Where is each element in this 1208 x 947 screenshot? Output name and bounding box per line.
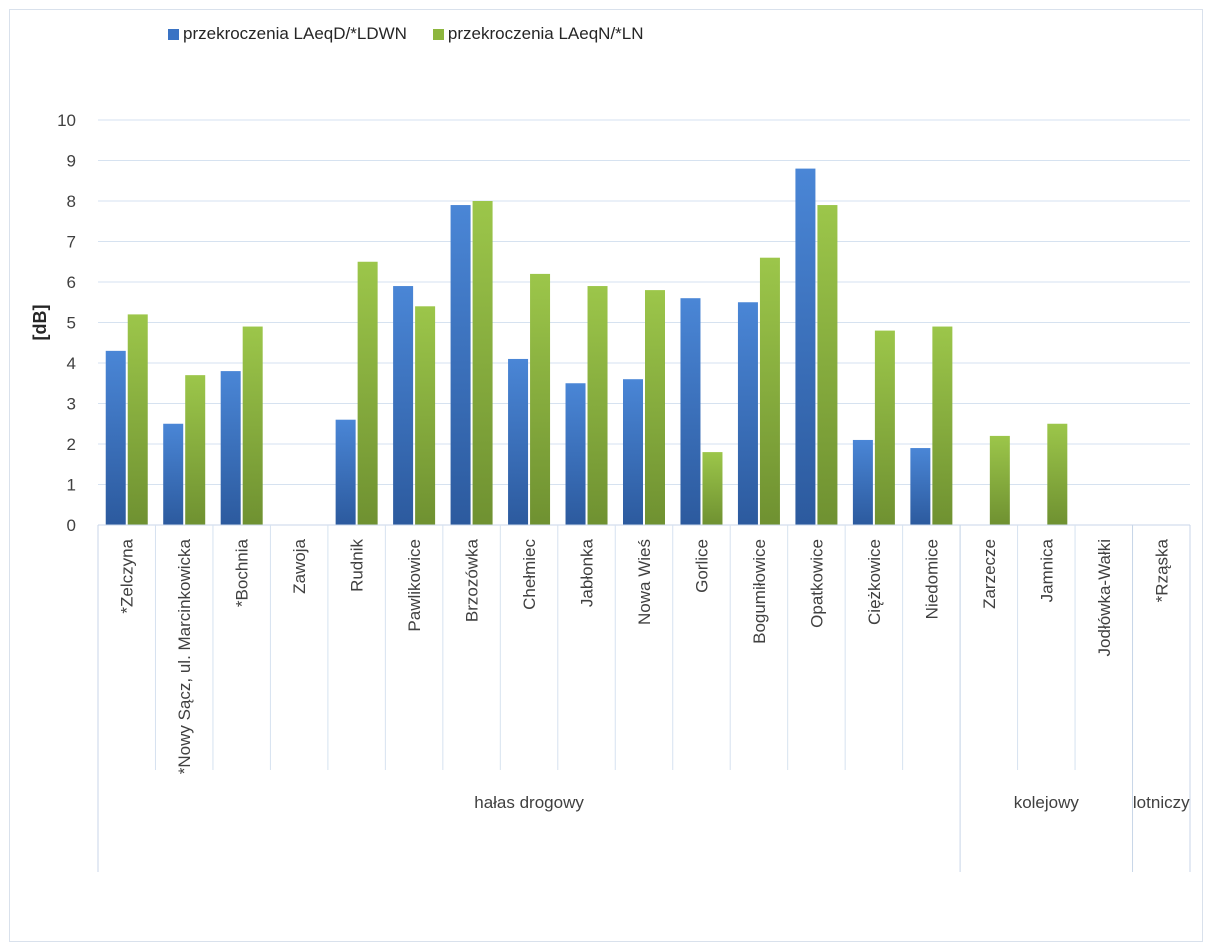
legend: przekroczenia LAeqD/*LDWN przekroczenia …	[168, 24, 670, 44]
bar-laeqn	[989, 435, 1010, 525]
y-tick-label: 6	[67, 273, 76, 292]
x-category-label: *Nowy Sącz, ul. Marcinkowicka	[175, 538, 194, 774]
bar-laeqn	[702, 452, 723, 525]
legend-label-series-1: przekroczenia LAeqD/*LDWN	[183, 24, 407, 43]
y-tick-label: 7	[67, 233, 76, 252]
bar-laeqd	[852, 439, 873, 525]
y-axis-label: [dB]	[30, 305, 50, 341]
legend-label-series-2: przekroczenia LAeqN/*LN	[447, 24, 644, 43]
bar-laeqn	[817, 205, 838, 526]
x-category-label: *Bochnia	[233, 538, 252, 607]
bar-laeqd	[623, 379, 643, 525]
chart-frame	[9, 9, 1203, 942]
legend-swatch-series-1	[168, 28, 179, 40]
bar-laeqn	[530, 273, 551, 525]
bar-laeqn	[932, 326, 953, 525]
x-category-label: Brzozówka	[463, 538, 482, 622]
bar-laeqn	[874, 330, 895, 525]
legend-item-series-2: przekroczenia LAeqN/*LN	[432, 24, 644, 44]
x-category-label: Pawlikowice	[405, 539, 424, 632]
x-category-label: Zarzecze	[980, 539, 999, 609]
bar-laeqn	[242, 326, 263, 525]
y-tick-label: 0	[67, 516, 76, 535]
bar-laeqn	[587, 286, 608, 525]
x-category-label: *Rząska	[1152, 538, 1171, 602]
x-category-label: Bogumiłowice	[750, 539, 769, 644]
x-category-label: Gorlice	[692, 539, 711, 593]
bar-laeqn	[185, 375, 206, 525]
bar-laeqd	[910, 448, 931, 525]
x-category-label: Jamnica	[1037, 538, 1056, 602]
bar-laeqn	[357, 261, 378, 525]
x-category-label: Jabłonka	[578, 538, 597, 607]
bar-laeqd	[450, 205, 471, 526]
y-tick-label: 3	[67, 395, 76, 414]
bar-laeqn	[127, 314, 148, 525]
bar-laeqn	[645, 290, 665, 525]
x-group-label: kolejowy	[1014, 793, 1080, 812]
x-category-label: Zawoja	[290, 538, 309, 593]
bar-laeqn	[759, 257, 780, 525]
x-category-label: Opatkowice	[807, 539, 826, 628]
x-category-label: *Zelczyna	[118, 538, 137, 613]
y-tick-label: 1	[67, 476, 76, 495]
bar-laeqd	[508, 358, 529, 525]
x-category-label: Chełmiec	[520, 539, 539, 610]
x-category-label: Rudnik	[348, 539, 367, 592]
bar-laeqd	[105, 350, 126, 525]
y-tick-label: 8	[67, 192, 76, 211]
bar-laeqd	[737, 302, 758, 525]
bar-laeqn	[1047, 423, 1068, 525]
bar-laeqn	[472, 201, 493, 525]
y-tick-label: 5	[67, 314, 76, 333]
x-category-label: Ciężkowice	[865, 539, 884, 625]
bar-laeqd	[795, 168, 816, 525]
x-category-label: Niedomice	[922, 539, 941, 619]
x-group-label: lotniczy	[1133, 793, 1190, 812]
y-tick-label: 4	[67, 354, 76, 373]
bar-laeqd	[163, 423, 184, 525]
x-group-label: hałas drogowy	[474, 793, 584, 812]
bar-laeqn	[415, 306, 436, 525]
bar-laeqd	[220, 371, 241, 525]
bar-laeqd	[335, 419, 356, 525]
bar-laeqd	[565, 383, 586, 525]
legend-swatch-series-2	[432, 28, 444, 40]
y-tick-label: 9	[67, 152, 76, 171]
x-category-label: Nowa Wieś	[635, 539, 654, 625]
legend-item-series-1: przekroczenia LAeqD/*LDWN	[168, 24, 407, 44]
bar-laeqd	[393, 286, 414, 525]
x-category-label: Jodłówka-Wałki	[1095, 539, 1114, 656]
bar-laeqd	[680, 298, 701, 525]
y-tick-label: 2	[67, 435, 76, 454]
y-tick-label: 10	[57, 111, 76, 130]
